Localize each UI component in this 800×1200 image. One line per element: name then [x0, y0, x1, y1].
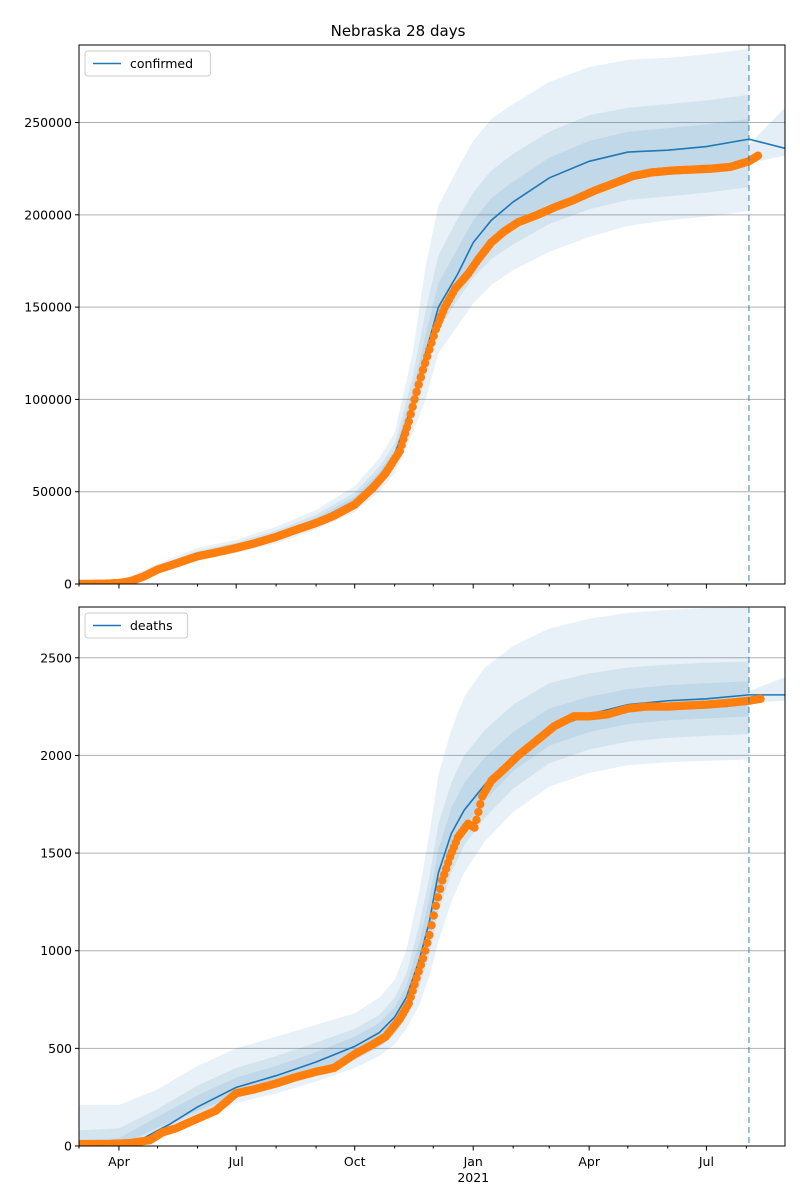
observed-point	[410, 980, 419, 989]
observed-point	[427, 921, 436, 930]
observed-point	[414, 967, 423, 976]
observed-point	[433, 893, 443, 902]
x-tick-label: Jul	[698, 1154, 714, 1169]
y-tick-label: 0	[64, 1139, 72, 1154]
observed-series	[79, 694, 765, 1146]
observed-point	[435, 884, 445, 894]
observed-point	[406, 992, 415, 1002]
confidence-band	[79, 661, 749, 1146]
legend-box	[84, 612, 189, 639]
observed-point	[753, 151, 763, 160]
chart-title: Nebraska 28 days	[331, 22, 466, 40]
observed-point	[427, 338, 436, 348]
confirmed-panel: 0 50000 100000 150000 200000 250000 confirmed	[24, 44, 786, 592]
x-tick-label: Apr	[578, 1154, 600, 1169]
observed-point	[408, 402, 417, 411]
legend: deaths	[84, 612, 189, 639]
observed-point	[418, 365, 428, 375]
observed-point	[414, 380, 423, 389]
y-tick-label: 250000	[24, 115, 72, 130]
observed-point	[476, 800, 485, 809]
legend-box	[84, 50, 211, 77]
y-tick-label: 0	[64, 577, 72, 592]
observed-point	[404, 417, 414, 426]
observed-point	[404, 999, 414, 1008]
observed-point	[408, 986, 417, 995]
deaths-panel: 0 500 1000 1500 2000 2500 Apr Jul Oct Jan Apr Jul 20…	[40, 606, 786, 1185]
observed-point	[423, 938, 432, 948]
confidence-band	[79, 48, 749, 584]
observed-point	[420, 946, 430, 955]
observed-point	[406, 409, 415, 419]
confidence-band	[79, 94, 749, 584]
observed-point	[425, 345, 434, 354]
y-tick-label: 2000	[40, 748, 72, 763]
y-tick-label: 100000	[24, 392, 72, 407]
y-tick-label: 500	[48, 1041, 72, 1056]
legend-label: deaths	[130, 618, 173, 633]
forecast-band	[748, 107, 785, 164]
observed-point	[420, 358, 430, 368]
observed-point	[429, 331, 438, 341]
observed-point	[412, 973, 421, 983]
observed-point	[425, 930, 434, 940]
confidence-band	[79, 607, 749, 1146]
axes-frame	[78, 606, 786, 1147]
observed-point	[470, 823, 479, 832]
y-tick-label: 1500	[40, 846, 72, 861]
observed-point	[416, 960, 426, 970]
axes-frame	[78, 44, 786, 585]
confidence-band	[79, 118, 749, 584]
observed-point	[410, 395, 419, 404]
y-tick-label: 1000	[40, 943, 72, 958]
observed-point	[474, 807, 483, 817]
observed-point	[412, 387, 421, 397]
x-tick-label: Apr	[108, 1154, 130, 1169]
y-tick-label: 150000	[24, 300, 72, 315]
observed-point	[472, 815, 481, 825]
observed-point	[423, 352, 432, 361]
year-label: 2021	[457, 1170, 489, 1185]
x-tick-label: Jul	[228, 1154, 244, 1169]
y-tick-label: 2500	[40, 650, 72, 665]
observed-point	[429, 911, 438, 920]
observed-point	[418, 954, 428, 963]
observed-point	[756, 694, 765, 703]
legend-label: confirmed	[130, 56, 193, 71]
observed-point	[416, 373, 426, 382]
x-tick-label: Jan	[463, 1154, 483, 1169]
y-tick-label: 200000	[24, 207, 72, 222]
observed-point	[431, 901, 441, 910]
x-tick-label: Oct	[344, 1154, 366, 1169]
legend: confirmed	[84, 50, 211, 77]
y-tick-label: 50000	[32, 484, 72, 499]
observed-series	[79, 151, 763, 584]
